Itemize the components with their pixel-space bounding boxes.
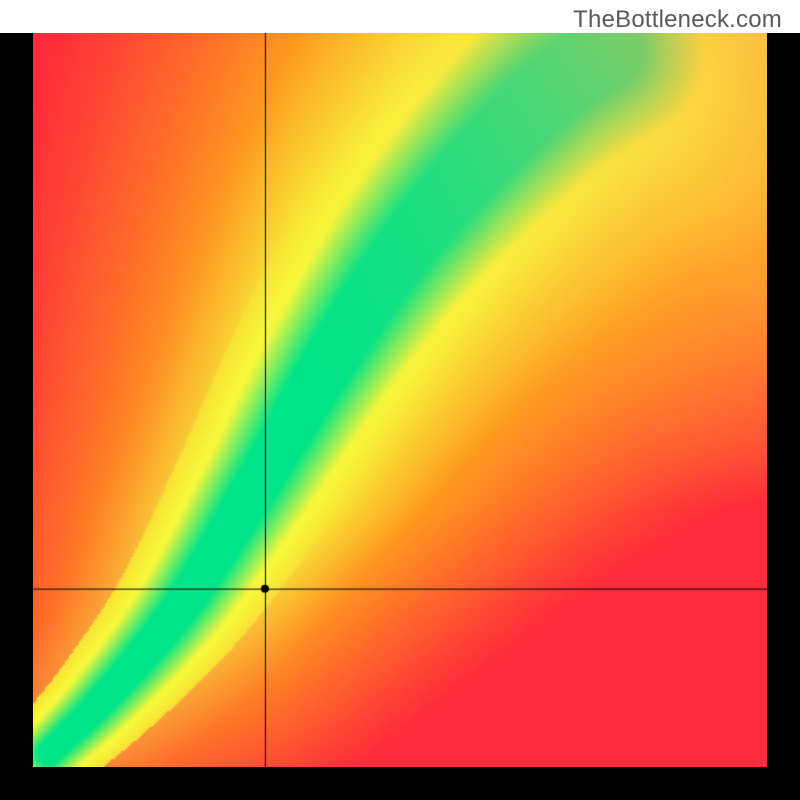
watermark-text: TheBottleneck.com — [573, 6, 782, 34]
heatmap-canvas — [33, 33, 767, 767]
plot-area — [33, 33, 767, 767]
figure-container: TheBottleneck.com — [0, 0, 800, 800]
